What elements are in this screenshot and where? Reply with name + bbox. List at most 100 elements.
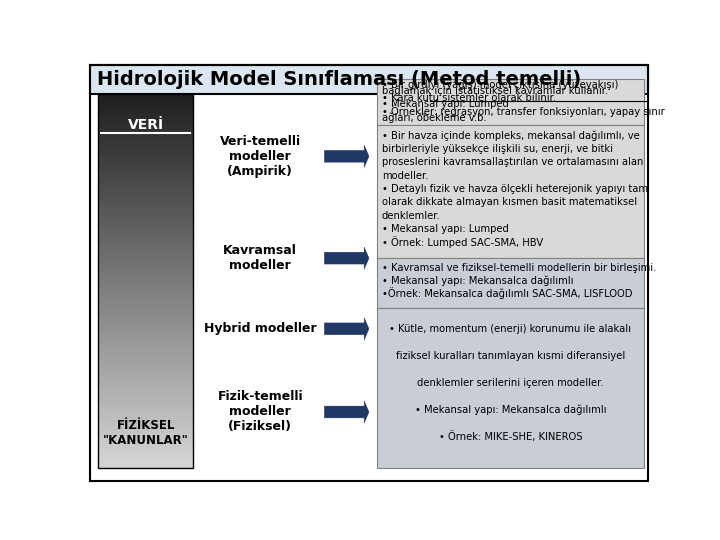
Polygon shape <box>99 326 193 328</box>
Polygon shape <box>99 300 193 302</box>
Polygon shape <box>99 148 193 150</box>
Polygon shape <box>99 124 193 126</box>
Polygon shape <box>99 158 193 159</box>
Polygon shape <box>99 247 193 249</box>
Text: bağlamak için istatistiksel kavramlar kullanır.: bağlamak için istatistiksel kavramlar ku… <box>382 86 608 96</box>
Polygon shape <box>99 246 193 247</box>
Polygon shape <box>99 455 193 457</box>
Text: VERİ: VERİ <box>127 118 164 132</box>
Polygon shape <box>99 130 193 131</box>
Polygon shape <box>99 399 193 401</box>
Text: • Bir girdiyi (yağış) model çıktısına (yüzeyakışı): • Bir girdiyi (yağış) model çıktısına (… <box>382 79 618 90</box>
Polygon shape <box>99 184 193 186</box>
Polygon shape <box>99 283 193 285</box>
Text: • Kütle, momentum (enerji) korunumu ile alakalı: • Kütle, momentum (enerji) korunumu ile … <box>390 325 631 334</box>
Polygon shape <box>99 395 193 397</box>
Polygon shape <box>99 152 193 154</box>
Text: Fizik-temelli
modeller
(Fiziksel): Fizik-temelli modeller (Fiziksel) <box>217 390 303 434</box>
Polygon shape <box>99 417 193 420</box>
Polygon shape <box>99 380 193 382</box>
Polygon shape <box>99 114 193 116</box>
Polygon shape <box>99 285 193 287</box>
Polygon shape <box>99 228 193 231</box>
Polygon shape <box>99 375 193 376</box>
Polygon shape <box>99 204 193 206</box>
Bar <box>90 65 648 94</box>
Polygon shape <box>99 386 193 388</box>
Polygon shape <box>99 298 193 300</box>
Polygon shape <box>99 302 193 303</box>
Text: • Kara kutu sistemler olarak bilinir.: • Kara kutu sistemler olarak bilinir. <box>382 93 556 103</box>
Polygon shape <box>99 420 193 421</box>
Polygon shape <box>99 141 193 143</box>
Polygon shape <box>99 315 193 316</box>
Polygon shape <box>99 350 193 352</box>
Polygon shape <box>99 277 193 279</box>
Polygon shape <box>99 305 193 307</box>
Polygon shape <box>99 219 193 221</box>
Polygon shape <box>99 453 193 455</box>
Polygon shape <box>99 416 193 417</box>
Polygon shape <box>99 410 193 412</box>
Polygon shape <box>99 335 193 337</box>
Polygon shape <box>99 433 193 435</box>
Polygon shape <box>99 242 193 244</box>
Polygon shape <box>99 427 193 429</box>
Polygon shape <box>99 244 193 246</box>
Polygon shape <box>99 403 193 404</box>
Polygon shape <box>99 365 193 367</box>
Polygon shape <box>99 262 193 264</box>
Polygon shape <box>99 178 193 180</box>
Polygon shape <box>99 354 193 356</box>
Polygon shape <box>99 448 193 449</box>
Polygon shape <box>99 316 193 319</box>
Polygon shape <box>99 206 193 208</box>
Polygon shape <box>99 279 193 281</box>
Polygon shape <box>99 253 193 255</box>
Polygon shape <box>99 459 193 461</box>
Polygon shape <box>99 187 193 190</box>
Polygon shape <box>99 135 193 137</box>
Polygon shape <box>99 356 193 357</box>
Polygon shape <box>99 105 193 107</box>
Text: proseslerini kavramsallaştırılan ve ortalamasını alan: proseslerini kavramsallaştırılan ve orta… <box>382 157 643 167</box>
Polygon shape <box>99 309 193 311</box>
Polygon shape <box>99 227 193 228</box>
Polygon shape <box>99 168 193 171</box>
Polygon shape <box>99 288 193 291</box>
Polygon shape <box>99 376 193 379</box>
Polygon shape <box>99 347 193 348</box>
Polygon shape <box>99 407 193 408</box>
Text: Hidrolojik Model Sınıflaması (Metod temelli): Hidrolojik Model Sınıflaması (Metod teme… <box>96 70 581 89</box>
Polygon shape <box>99 466 193 468</box>
Bar <box>377 308 644 468</box>
Polygon shape <box>99 361 193 363</box>
Polygon shape <box>99 156 193 158</box>
Text: • Mekansal yapı: Lumped: • Mekansal yapı: Lumped <box>382 224 509 234</box>
Polygon shape <box>99 165 193 167</box>
Polygon shape <box>99 249 193 251</box>
Polygon shape <box>99 303 193 305</box>
Polygon shape <box>99 425 193 427</box>
Polygon shape <box>99 463 193 464</box>
Polygon shape <box>99 102 193 103</box>
Polygon shape <box>99 272 193 274</box>
Text: denklemler.: denklemler. <box>382 211 441 220</box>
Polygon shape <box>99 464 193 466</box>
Polygon shape <box>99 266 193 268</box>
Polygon shape <box>99 234 193 236</box>
Polygon shape <box>99 421 193 423</box>
Polygon shape <box>99 251 193 253</box>
Polygon shape <box>99 143 193 144</box>
Text: modeller.: modeller. <box>382 171 428 181</box>
Polygon shape <box>99 369 193 371</box>
Polygon shape <box>99 307 193 309</box>
Polygon shape <box>99 210 193 212</box>
Polygon shape <box>99 256 193 259</box>
Polygon shape <box>99 313 193 315</box>
Polygon shape <box>99 345 193 347</box>
Polygon shape <box>99 319 193 320</box>
Polygon shape <box>99 281 193 283</box>
Polygon shape <box>99 113 193 114</box>
Polygon shape <box>99 332 193 333</box>
